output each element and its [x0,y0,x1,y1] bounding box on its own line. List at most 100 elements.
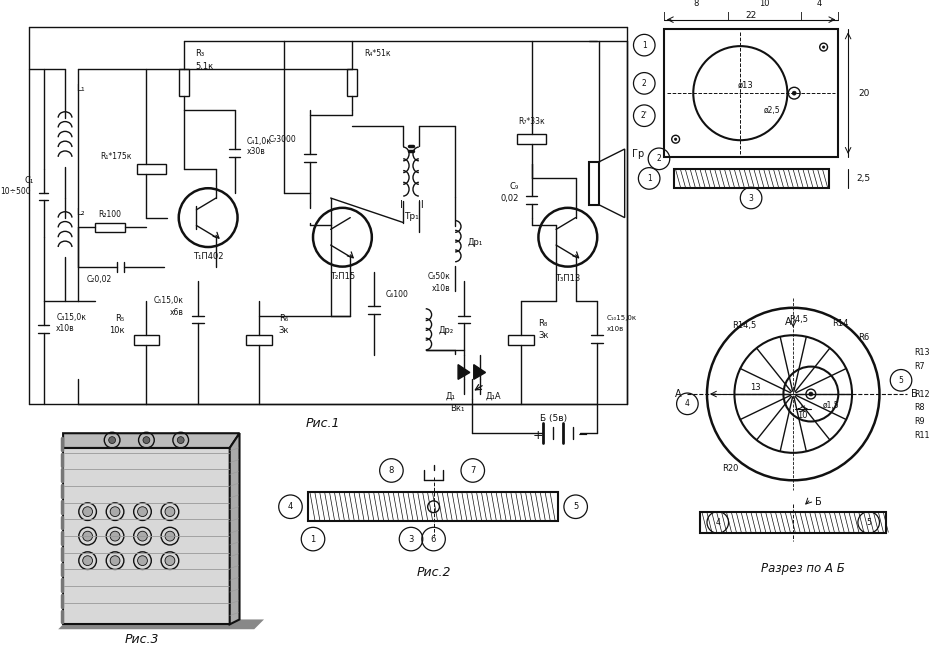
Text: C₆100: C₆100 [386,289,408,298]
Text: R₃: R₃ [195,49,205,58]
Circle shape [83,507,92,517]
Text: А: А [785,317,792,326]
Text: R14,5: R14,5 [732,321,756,330]
Text: 10: 10 [759,0,769,8]
Text: 2: 2 [657,154,662,163]
Text: C₃15,0к: C₃15,0к [56,313,87,322]
Circle shape [177,437,184,443]
Text: R6: R6 [858,333,869,342]
Polygon shape [58,619,264,629]
Text: 22: 22 [745,11,757,20]
Text: 13: 13 [750,383,761,392]
Text: R₂100: R₂100 [99,210,122,219]
Text: х10в: х10в [431,283,450,292]
Text: 7: 7 [470,466,475,475]
Text: R11: R11 [914,431,929,439]
Circle shape [809,392,813,396]
Bar [133,335,159,345]
Text: Б: Б [815,497,822,507]
Text: Д₁: Д₁ [446,391,455,400]
Text: 4: 4 [817,0,823,8]
Text: 3: 3 [748,194,754,203]
Text: C₇3000: C₇3000 [268,135,296,144]
Text: Гр: Гр [631,149,644,159]
Text: Рис.2: Рис.2 [416,566,451,579]
Text: Б (5в): Б (5в) [540,414,566,423]
Text: 6: 6 [431,534,436,543]
Bar [674,168,828,188]
Polygon shape [474,365,486,380]
Text: 1: 1 [646,174,651,183]
Polygon shape [63,448,229,625]
Circle shape [138,531,148,541]
Text: А: А [675,389,682,399]
Bar [664,29,839,157]
Text: C₅15,0к: C₅15,0к [153,296,184,306]
Text: Т₁П402: Т₁П402 [193,252,224,261]
Text: Рис.3: Рис.3 [125,632,159,645]
Bar [508,335,533,345]
Text: 0,02: 0,02 [501,194,519,203]
Text: 2': 2' [641,111,647,120]
Text: R₄*51к: R₄*51к [364,49,390,58]
Circle shape [539,208,597,266]
Text: R14: R14 [832,319,848,328]
Text: Зк: Зк [539,331,549,340]
Circle shape [313,208,372,266]
Text: C₉: C₉ [509,182,519,190]
Circle shape [110,556,120,566]
Text: Др₁: Др₁ [467,238,483,246]
Text: 8: 8 [388,466,394,475]
Text: Тр₁: Тр₁ [404,212,418,221]
Bar [179,69,188,96]
Text: C₈50к: C₈50к [427,272,450,281]
Circle shape [674,138,677,140]
Bar [589,162,599,205]
Text: 2: 2 [642,79,646,88]
Text: Д₁А: Д₁А [486,391,501,400]
Text: 10к: 10к [109,326,125,335]
Text: х10в: х10в [607,326,625,332]
Text: 1: 1 [642,41,646,49]
Circle shape [83,556,92,566]
Text: +: + [533,429,544,442]
Text: R4,5: R4,5 [788,315,807,324]
Circle shape [792,91,796,95]
Text: ø2,5: ø2,5 [764,107,780,115]
Bar [247,335,272,345]
Bar [136,164,166,174]
Text: R₇*33к: R₇*33к [518,117,545,126]
Text: Др₂: Др₂ [439,326,453,335]
Circle shape [143,437,149,443]
Text: Т₃П13: Т₃П13 [555,274,581,283]
Text: 5: 5 [866,518,871,527]
Bar [517,135,546,144]
Text: 5: 5 [573,502,578,512]
Text: Т₂П15: Т₂П15 [329,272,355,281]
Text: C₂0,02: C₂0,02 [87,275,112,284]
Text: 4: 4 [684,399,690,408]
Text: 8: 8 [693,0,699,8]
Bar [308,492,558,521]
Circle shape [138,507,148,517]
Text: 4: 4 [288,502,293,512]
Text: Разрез по А Б: Разрез по А Б [762,562,845,575]
Text: R8: R8 [914,403,924,412]
Text: х10в: х10в [56,324,75,333]
Bar [95,222,125,232]
Text: 1: 1 [310,534,316,543]
Text: 10÷500: 10÷500 [0,187,30,196]
Text: 5: 5 [899,376,903,385]
Text: L₂: L₂ [76,208,85,217]
Text: R9: R9 [914,417,924,426]
Text: R₈: R₈ [539,319,547,328]
Circle shape [179,188,238,247]
Text: ø1,5: ø1,5 [823,401,840,410]
Polygon shape [229,434,240,625]
Bar [700,512,886,533]
Text: Б: Б [911,389,918,399]
Text: R13: R13 [914,348,929,358]
Text: C₄1,0к: C₄1,0к [247,136,271,146]
Circle shape [823,46,824,48]
Circle shape [110,531,120,541]
